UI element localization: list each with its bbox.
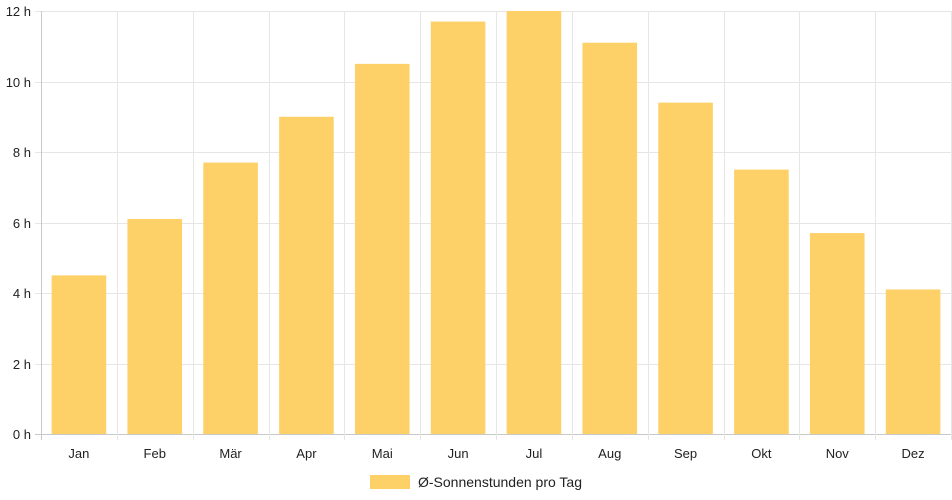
bar-nov[interactable] (809, 233, 865, 434)
y-tick-label: 10 h (6, 75, 31, 90)
grid-lines (35, 11, 952, 440)
bar-jul[interactable] (506, 11, 562, 434)
bar-jun[interactable] (430, 21, 486, 434)
bar-jan[interactable] (51, 275, 107, 434)
x-tick-label: Dez (902, 446, 925, 461)
bar-mai[interactable] (354, 63, 410, 434)
x-tick-label: Feb (144, 446, 166, 461)
y-tick-labels: 0 h 2 h 4 h 6 h 8 h 10 h 12 h (6, 4, 31, 442)
y-tick-label: 4 h (13, 286, 31, 301)
y-tick-label: 8 h (13, 145, 31, 160)
x-tick-label: Okt (751, 446, 772, 461)
x-tick-label: Mai (372, 446, 393, 461)
x-tick-label: Jun (448, 446, 469, 461)
x-tick-label: Jan (68, 446, 89, 461)
bar-mär[interactable] (203, 162, 258, 434)
x-tick-label: Jul (526, 446, 543, 461)
x-tick-label: Mär (219, 446, 242, 461)
bar-aug[interactable] (582, 42, 638, 434)
x-tick-label: Nov (826, 446, 850, 461)
y-tick-label: 0 h (13, 427, 31, 442)
bar-apr[interactable] (279, 116, 334, 434)
y-tick-label: 12 h (6, 4, 31, 19)
bar-feb[interactable] (127, 218, 183, 434)
bars (51, 11, 941, 435)
legend-label[interactable]: Ø-Sonnenstunden pro Tag (418, 474, 582, 490)
x-tick-label: Sep (674, 446, 697, 461)
bar-okt[interactable] (734, 169, 789, 434)
x-tick-label: Aug (598, 446, 621, 461)
legend-swatch[interactable] (370, 475, 411, 489)
x-tick-label: Apr (296, 446, 317, 461)
legend[interactable]: Ø-Sonnenstunden pro Tag (370, 474, 582, 490)
x-tick-labels: Jan Feb Mär Apr Mai Jun Jul Aug Sep Okt Nov Dez (68, 446, 924, 461)
y-tick-label: 2 h (13, 357, 31, 372)
y-tick-label: 6 h (13, 216, 31, 231)
bar-sep[interactable] (658, 102, 713, 435)
bar-dez[interactable] (885, 289, 941, 434)
